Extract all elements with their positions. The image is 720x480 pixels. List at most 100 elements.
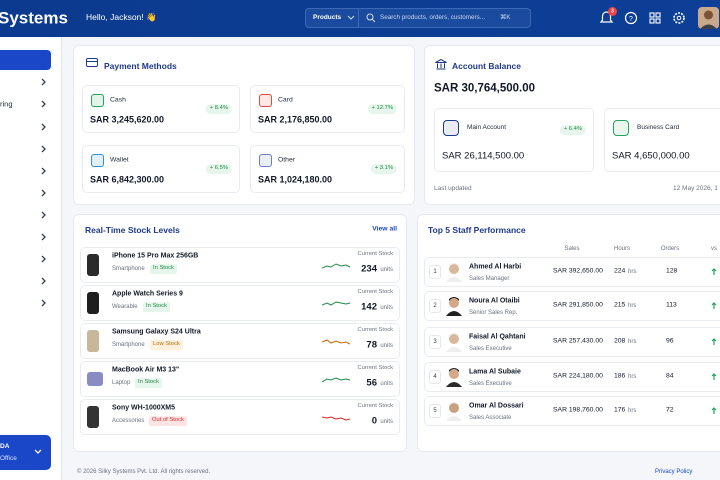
product-category: Accessories: [112, 418, 145, 424]
staff-row: [424, 327, 720, 357]
rank-box: [429, 404, 441, 418]
rank: 2: [433, 303, 437, 309]
stock-row: [80, 399, 400, 435]
sidebar-label: ring: [0, 99, 13, 109]
stock-quantity: 142: [361, 301, 377, 313]
staff-sales: SAR 392,650.00: [553, 267, 603, 275]
change-badge: + 3.1%: [370, 164, 397, 174]
rank: 3: [433, 339, 437, 345]
stock-label: Current Stock: [357, 327, 393, 334]
change-badge: + 6.4%: [559, 125, 586, 135]
brand: Systems: [0, 8, 68, 28]
stock-status: In Stock: [135, 378, 162, 388]
method-amount: SAR 2,176,850.00: [258, 114, 333, 125]
staff-row: [424, 362, 720, 392]
rank-box: [429, 335, 441, 349]
account-name: Business Card: [637, 123, 680, 131]
workspace-subtitle: Office: [0, 454, 17, 462]
chevron: [41, 189, 46, 197]
bank-icon: [435, 59, 447, 70]
card-title: Payment Methods: [104, 60, 177, 71]
chevron-down: [34, 449, 42, 454]
product-image: [87, 372, 103, 386]
product-category: Smartphone: [112, 266, 145, 272]
balance-total: SAR 30,764,500.00: [434, 82, 536, 95]
top-icons: ?: [347, 7, 719, 29]
product-category: Laptop: [112, 380, 131, 386]
rank: 4: [433, 374, 437, 380]
staff-name: Omar Al Dossari: [469, 402, 524, 410]
privacy-link[interactable]: Privacy Policy: [655, 469, 693, 475]
account-card: [604, 108, 720, 172]
method-card: [82, 85, 240, 133]
column-header: Sales: [564, 246, 580, 252]
staff-orders: 96: [666, 337, 674, 345]
sidebar-active-item[interactable]: [0, 50, 51, 70]
stock-unit: units: [380, 343, 393, 349]
stock-status: Out of Stock: [149, 416, 187, 426]
account-icon: [443, 120, 459, 136]
hours-unit: hrs: [628, 339, 637, 345]
stock-row: [80, 285, 400, 321]
staff-sales: SAR 224,180.00: [553, 372, 603, 380]
stock-unit: units: [380, 381, 393, 387]
sparkline: [322, 301, 351, 306]
sparkline: [322, 416, 351, 421]
staff-hours: 208: [614, 337, 626, 345]
method-name: Other: [278, 156, 295, 164]
chevron: [41, 145, 46, 153]
stock-unit: units: [380, 419, 393, 425]
sparkline: [322, 339, 351, 345]
account-name: Main Account: [467, 123, 507, 131]
stock-label: Current Stock: [357, 289, 393, 296]
method-icon: [259, 94, 272, 107]
search-scope: Products: [313, 13, 342, 21]
sidebar: [0, 37, 62, 480]
sparkline: [322, 263, 351, 269]
change-badge: + 12.7%: [367, 104, 397, 114]
stock-status: In Stock: [150, 264, 177, 274]
method-icon: [91, 94, 104, 107]
svg-text:?: ?: [629, 16, 633, 23]
greeting: Hello, Jackson! 👋: [86, 11, 157, 22]
product-category: Smartphone: [112, 342, 145, 348]
method-name: Cash: [110, 96, 126, 104]
product-image: [87, 254, 99, 276]
staff-name: Noura Al Otaibi: [469, 297, 520, 305]
rank-box: [429, 265, 441, 279]
product-category: Wearable: [112, 304, 138, 310]
method-amount: SAR 1,024,180.00: [258, 174, 333, 185]
rank-box: [429, 299, 441, 313]
column-header: Orders: [660, 246, 680, 252]
method-amount: SAR 3,245,620.00: [90, 114, 165, 125]
product-name: Sony WH-1000XM5: [112, 404, 176, 412]
trend-arrow: [711, 302, 717, 309]
rank: 5: [433, 408, 437, 414]
chevron: [41, 78, 46, 86]
shortcut: ⌘K: [500, 13, 511, 21]
stock-unit: units: [380, 305, 393, 311]
method-name: Card: [278, 96, 293, 104]
column-header: vs: [711, 246, 717, 252]
staff-orders: 72: [666, 406, 674, 414]
search-box[interactable]: [305, 8, 531, 28]
staff-hours: 224: [614, 267, 626, 275]
staff-row: [424, 291, 720, 321]
chevron: [41, 299, 46, 307]
avatar: [446, 263, 462, 282]
sparkline: [322, 377, 351, 383]
search-divider: [358, 8, 359, 28]
card-title: Top 5 Staff Performance: [428, 224, 526, 235]
card-title: Real-Time Stock Levels: [85, 224, 180, 235]
stock-quantity: 56: [366, 377, 377, 389]
method-icon: [259, 154, 272, 167]
staff-sales: SAR 291,850.00: [553, 301, 603, 309]
chevron: [41, 211, 46, 219]
staff-row: [424, 257, 720, 287]
trend-arrow: [711, 373, 717, 380]
trend-arrow: [711, 338, 717, 345]
workspace-card[interactable]: [0, 435, 51, 470]
method-card: [250, 85, 405, 133]
hours-unit: hrs: [628, 374, 637, 380]
view-all[interactable]: View all: [372, 225, 397, 233]
